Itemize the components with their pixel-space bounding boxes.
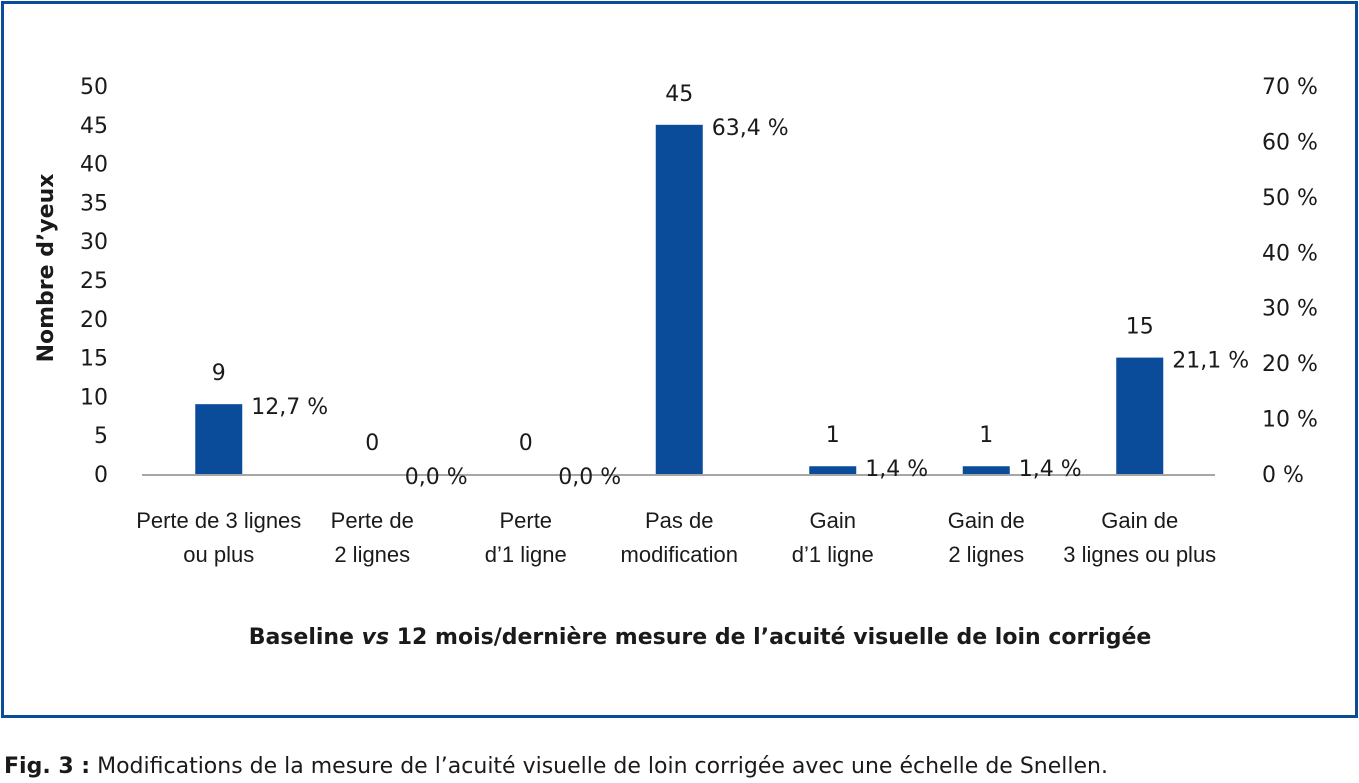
x-tick-label: Perte de 3 lignes ou plus	[136, 508, 301, 567]
value-label: 1	[826, 423, 840, 448]
y2-tick-label: 70 %	[1262, 75, 1318, 100]
percent-label: 12,7 %	[251, 395, 328, 420]
y-tick-label: 25	[80, 269, 108, 294]
caption-text: Modifications de la mesure de l’acuité v…	[97, 754, 1108, 779]
bar	[655, 124, 703, 475]
y-tick-label: 35	[80, 191, 108, 216]
y-tick-label: 50	[80, 75, 108, 100]
bar	[1116, 357, 1164, 474]
y2-tick-label: 30 %	[1262, 297, 1318, 322]
x-axis-title: Baseline vs 12 mois/dernière mesure de l…	[249, 625, 1152, 650]
value-label: 9	[212, 361, 226, 386]
value-label: 1	[979, 423, 993, 448]
y2-tick-label: 50 %	[1262, 186, 1318, 211]
x-tick-label: Perte d’1 ligne	[485, 508, 567, 567]
y-tick-label: 20	[80, 308, 108, 333]
x-tick-label: Gain d’1 ligne	[792, 508, 874, 567]
y2-tick-label: 60 %	[1262, 130, 1318, 155]
value-label: 15	[1126, 315, 1154, 340]
y2-tick-label: 10 %	[1262, 408, 1318, 433]
percent-label: 0,0 %	[558, 465, 621, 490]
percent-label: 1,4 %	[1019, 457, 1082, 482]
y-axis-title: Nombre d’yeux	[34, 174, 59, 363]
x-tick-label: Gain de 2 lignes	[948, 508, 1025, 567]
y-tick-label: 10	[80, 385, 108, 410]
percent-label: 0,0 %	[405, 465, 468, 490]
bar	[195, 404, 243, 474]
figure-caption: Fig. 3 : Modifications de la mesure de l…	[4, 754, 1108, 779]
value-label: 45	[665, 82, 693, 107]
y2-tick-label: 20 %	[1262, 352, 1318, 377]
y-tick-label: 40	[80, 153, 108, 178]
y2-tick-label: 0 %	[1262, 463, 1304, 488]
y-tick-label: 0	[94, 463, 108, 488]
caption-label: Fig. 3 :	[4, 754, 91, 779]
y-tick-label: 45	[80, 114, 108, 139]
bar	[962, 466, 1010, 474]
percent-label: 63,4 %	[712, 116, 789, 141]
y-tick-label: 5	[94, 424, 108, 449]
y-tick-label: 15	[80, 347, 108, 372]
y2-tick-label: 40 %	[1262, 241, 1318, 266]
percent-label: 1,4 %	[865, 457, 928, 482]
x-tick-label: Perte de 2 lignes	[331, 508, 414, 567]
x-tick-label: Pas de modification	[621, 508, 738, 567]
chart-frame	[1, 1, 1358, 718]
y-tick-label: 30	[80, 230, 108, 255]
bar	[809, 466, 857, 474]
value-label: 0	[519, 431, 533, 456]
x-tick-label: Gain de 3 lignes ou plus	[1063, 508, 1216, 567]
value-label: 0	[365, 431, 379, 456]
percent-label: 21,1 %	[1172, 349, 1249, 374]
